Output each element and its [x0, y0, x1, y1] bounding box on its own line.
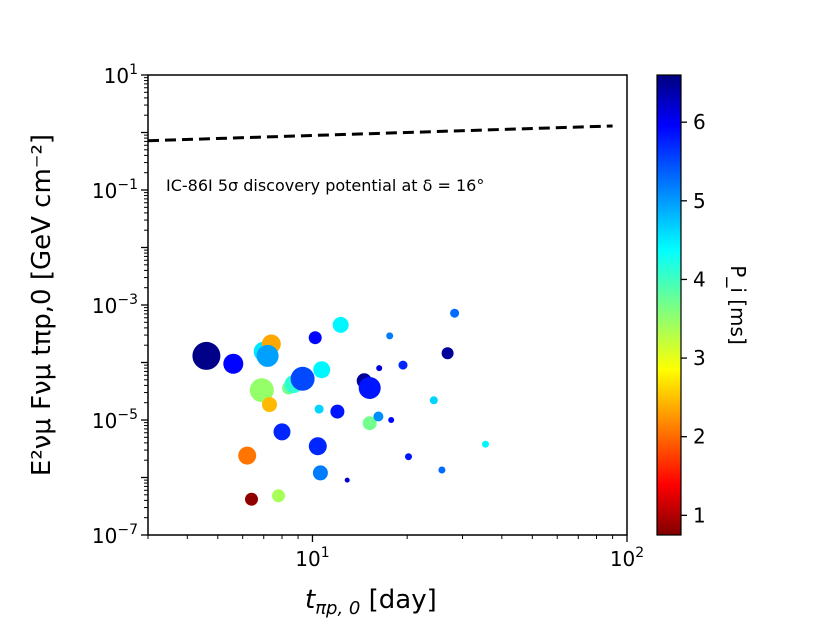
- x-axis-ticks: [147, 535, 628, 542]
- data-point: [313, 361, 331, 379]
- data-point: [376, 365, 383, 372]
- y-axis-title: E²νμ Fνμ tπp,0 [GeV cm⁻²]: [27, 134, 57, 476]
- data-point: [273, 423, 291, 441]
- data-point: [398, 360, 408, 370]
- data-point: [362, 416, 377, 431]
- y-tick-label: 10−5: [92, 407, 138, 433]
- points-layer: [192, 308, 489, 506]
- data-point: [388, 417, 395, 423]
- y-tick-labels: 10−7 10−5 10−3 10−1 101: [92, 62, 138, 548]
- data-point: [308, 331, 322, 345]
- data-point: [344, 477, 350, 483]
- colorbar-tick-label: 4: [693, 267, 706, 291]
- colorbar-tick-label: 6: [693, 110, 706, 134]
- data-point: [429, 396, 438, 405]
- data-point: [358, 377, 381, 399]
- x-tick-label: 102: [610, 545, 644, 571]
- x-tick-label: 101: [295, 545, 329, 571]
- y-tick-label: 101: [104, 62, 138, 88]
- data-point: [441, 347, 454, 360]
- data-point: [438, 466, 446, 474]
- data-point: [450, 308, 460, 318]
- y-axis-ticks: [141, 74, 148, 536]
- data-point: [314, 404, 324, 414]
- discovery-annotation: IC-86I 5σ discovery potential at δ = 16°: [166, 176, 484, 195]
- data-point: [405, 453, 412, 461]
- x-axis-title: tπp, 0 [day]: [305, 585, 437, 619]
- colorbar-tick-label: 3: [693, 346, 706, 370]
- data-point: [290, 366, 315, 391]
- colorbar-tick-label: 1: [693, 503, 706, 527]
- data-point: [262, 397, 277, 413]
- y-tick-label: 10−7: [92, 522, 138, 548]
- colorbar: [656, 74, 682, 536]
- data-point: [245, 492, 258, 506]
- data-point: [386, 332, 394, 340]
- data-point: [192, 341, 221, 370]
- colorbar-ticks: 1 2 3 4 5 6: [681, 110, 706, 527]
- colorbar-tick-label: 5: [693, 189, 706, 213]
- data-point: [332, 316, 349, 333]
- data-point: [312, 465, 328, 481]
- data-point: [482, 440, 489, 448]
- y-tick-label: 10−1: [92, 177, 138, 203]
- y-tick-label: 10−3: [92, 292, 138, 318]
- data-point: [249, 378, 274, 403]
- data-point: [272, 489, 285, 503]
- data-point: [238, 446, 257, 465]
- data-point: [373, 411, 384, 422]
- x-tick-labels: 101 102: [295, 545, 644, 571]
- data-point: [256, 344, 279, 367]
- data-point: [223, 353, 244, 374]
- colorbar-tick-label: 2: [693, 425, 706, 449]
- data-point: [308, 437, 327, 456]
- discovery-potential-line: [147, 124, 613, 143]
- colorbar-label: P_i [ms]: [726, 265, 750, 344]
- plot-frame: [147, 74, 628, 536]
- data-point: [330, 404, 345, 419]
